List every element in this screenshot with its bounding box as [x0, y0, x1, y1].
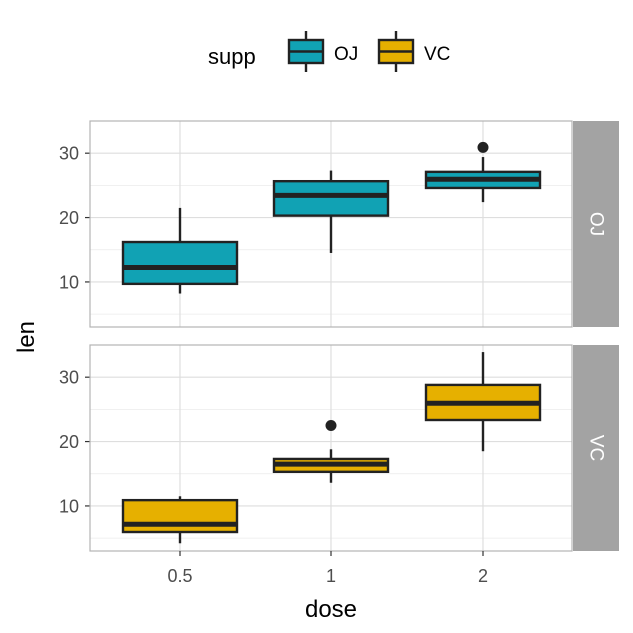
x-axis-title: dose [305, 596, 357, 623]
facet-panel-oj: 10 20 30 OJ [59, 120, 619, 328]
box-oj-2 [424, 141, 542, 203]
facet-strip [573, 121, 619, 327]
x-tick-label: 1 [326, 566, 336, 586]
legend-title: supp [208, 44, 256, 69]
facet-strip-label: VC [586, 435, 607, 461]
box-vc-2 [424, 352, 542, 452]
legend: supp OJ VC [208, 31, 450, 72]
legend-label-vc: VC [424, 44, 450, 65]
facet-strip [573, 345, 619, 551]
x-tick-label: 2 [478, 566, 488, 586]
box-iqr [272, 179, 390, 217]
y-tick-label: 30 [59, 144, 79, 164]
legend-entry-vc: VC [377, 31, 450, 72]
facet-panel-vc: 10 20 30 VC [59, 344, 619, 552]
y-tick-label: 30 [59, 368, 79, 388]
y-axis-title: len [13, 321, 40, 353]
x-axis: 0.5 1 2 [167, 551, 488, 586]
legend-entry-oj: OJ [287, 31, 358, 72]
legend-label-oj: OJ [334, 44, 358, 65]
panel-border [89, 120, 573, 328]
x-tick-label: 0.5 [167, 566, 192, 586]
y-tick-label: 10 [59, 496, 79, 516]
y-tick-label: 20 [59, 208, 79, 228]
box-iqr [121, 498, 239, 534]
legend-key-oj [287, 31, 325, 72]
y-tick-label: 20 [59, 432, 79, 452]
box-oj-0.5 [121, 207, 239, 294]
facet-strip-label: OJ [586, 212, 607, 236]
y-tick-label: 10 [59, 272, 79, 292]
box-iqr [121, 240, 239, 286]
outlier-point [325, 419, 337, 431]
box-vc-1 [272, 419, 390, 483]
box-oj-1 [272, 170, 390, 253]
box-vc-0.5 [121, 496, 239, 544]
legend-key-vc [377, 31, 415, 72]
outlier-point [477, 141, 489, 153]
